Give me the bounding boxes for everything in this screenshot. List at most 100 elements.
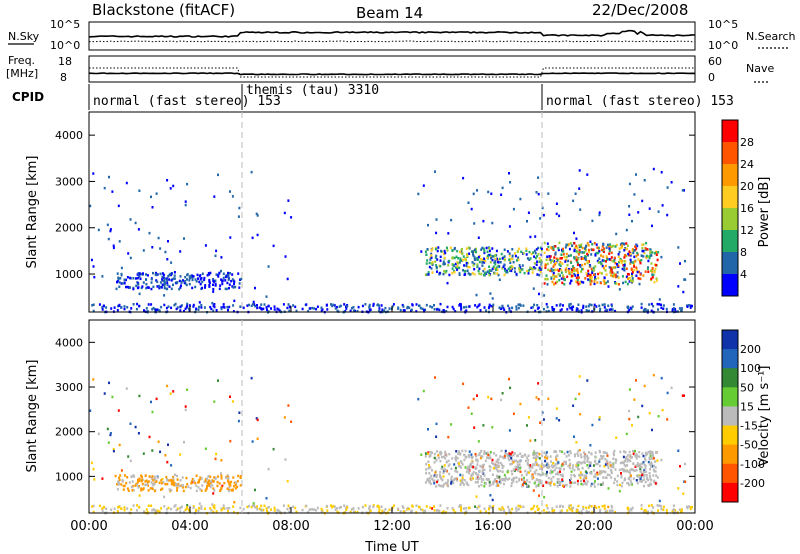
- power-cell: [546, 255, 549, 258]
- velocity-cell: [237, 474, 240, 478]
- velocity-cell: [605, 509, 608, 513]
- velocity-cell: [611, 509, 614, 512]
- power-cell: [542, 307, 545, 311]
- power-cell: [145, 307, 148, 310]
- power-cell: [511, 254, 514, 258]
- power-cell: [204, 244, 207, 247]
- velocity-cell: [571, 467, 574, 470]
- velocity-cell: [580, 510, 583, 513]
- power-cell: [552, 271, 555, 275]
- velocity-cell: [527, 416, 530, 419]
- velocity-cell: [646, 452, 649, 456]
- power-cell: [132, 277, 135, 280]
- power-cell: [647, 266, 649, 269]
- power-cell: [569, 302, 572, 306]
- velocity-cell: [526, 484, 528, 487]
- power-cell: [548, 255, 551, 258]
- power-cell: [428, 261, 431, 265]
- power-cell: [590, 275, 593, 279]
- velocity-cell: [533, 504, 536, 508]
- velocity-cell: [456, 470, 459, 474]
- velocity-cell: [193, 479, 196, 483]
- power-cell: [683, 189, 685, 192]
- power-cell: [475, 247, 477, 251]
- power-cell: [368, 303, 371, 307]
- power-cell: [479, 309, 482, 312]
- velocity-cell: [214, 457, 217, 461]
- power-cell: [503, 258, 506, 262]
- velocity-cell: [500, 508, 502, 512]
- power-cell: [146, 310, 149, 313]
- velocity-cell: [624, 451, 627, 454]
- velocity-cell: [588, 461, 591, 464]
- velocity-cell: [448, 452, 451, 456]
- power-cell: [154, 273, 157, 276]
- power-cell: [649, 254, 652, 258]
- power-cell: [212, 309, 215, 312]
- velocity-cell: [630, 482, 633, 485]
- power-cell: [617, 276, 620, 279]
- velocity-cell: [129, 459, 132, 463]
- power-cell: [103, 186, 106, 190]
- power-cell: [138, 189, 141, 192]
- power-cell: [620, 246, 623, 249]
- velocity-cell: [598, 505, 601, 509]
- velocity-cell: [684, 480, 687, 483]
- power-cell: [129, 276, 132, 280]
- power-cell: [608, 252, 611, 255]
- velocity-cell: [508, 477, 511, 480]
- velocity-cell: [221, 484, 224, 488]
- power-cell: [462, 176, 465, 180]
- velocity-cell: [585, 483, 588, 486]
- velocity-cell: [599, 508, 602, 512]
- velocity-cell: [439, 470, 442, 474]
- power-cell: [464, 258, 467, 261]
- power-cell: [534, 256, 537, 260]
- velocity-cell: [217, 379, 219, 382]
- velocity-cell: [550, 477, 553, 481]
- velocity-cell: [144, 474, 147, 477]
- power-cell: [227, 273, 230, 276]
- power-cell: [602, 255, 605, 258]
- velocity-cell: [432, 479, 435, 482]
- power-cell: [582, 304, 585, 308]
- velocity-cell: [527, 454, 530, 457]
- velocity-cell: [509, 463, 512, 466]
- power-cell: [609, 269, 612, 273]
- power-cell: [651, 267, 654, 270]
- velocity-cell: [320, 510, 323, 513]
- velocity-cell: [179, 506, 182, 510]
- power-cell: [483, 261, 486, 264]
- velocity-cell: [227, 489, 230, 493]
- velocity-cell: [601, 483, 604, 486]
- velocity-cell: [185, 476, 188, 480]
- power-cell: [617, 264, 620, 267]
- power-cell: [191, 278, 194, 282]
- power-cell: [482, 269, 485, 273]
- colorbar-swatch: [722, 142, 738, 165]
- power-cell: [383, 309, 385, 312]
- velocity-cell: [549, 471, 552, 475]
- velocity-cell: [559, 480, 562, 484]
- velocity-cell: [450, 478, 453, 481]
- power-cell: [497, 273, 500, 277]
- velocity-cell: [529, 469, 532, 472]
- power-cell: [232, 279, 235, 282]
- power-cell: [222, 276, 225, 280]
- power-cell: [214, 254, 217, 258]
- velocity-cell: [256, 505, 258, 508]
- velocity-cell: [641, 473, 644, 477]
- velocity-cell: [604, 451, 607, 454]
- power-cell: [117, 278, 120, 281]
- velocity-cell: [474, 454, 477, 458]
- velocity-cell: [629, 471, 631, 475]
- power-cell: [615, 275, 617, 279]
- velocity-cell: [588, 510, 590, 514]
- velocity-cell: [590, 505, 593, 508]
- velocity-cell: [585, 510, 588, 513]
- power-cell: [504, 269, 507, 273]
- power-cell: [346, 305, 349, 308]
- power-cell: [671, 309, 674, 312]
- velocity-cell: [514, 459, 517, 462]
- power-cell: [287, 303, 290, 306]
